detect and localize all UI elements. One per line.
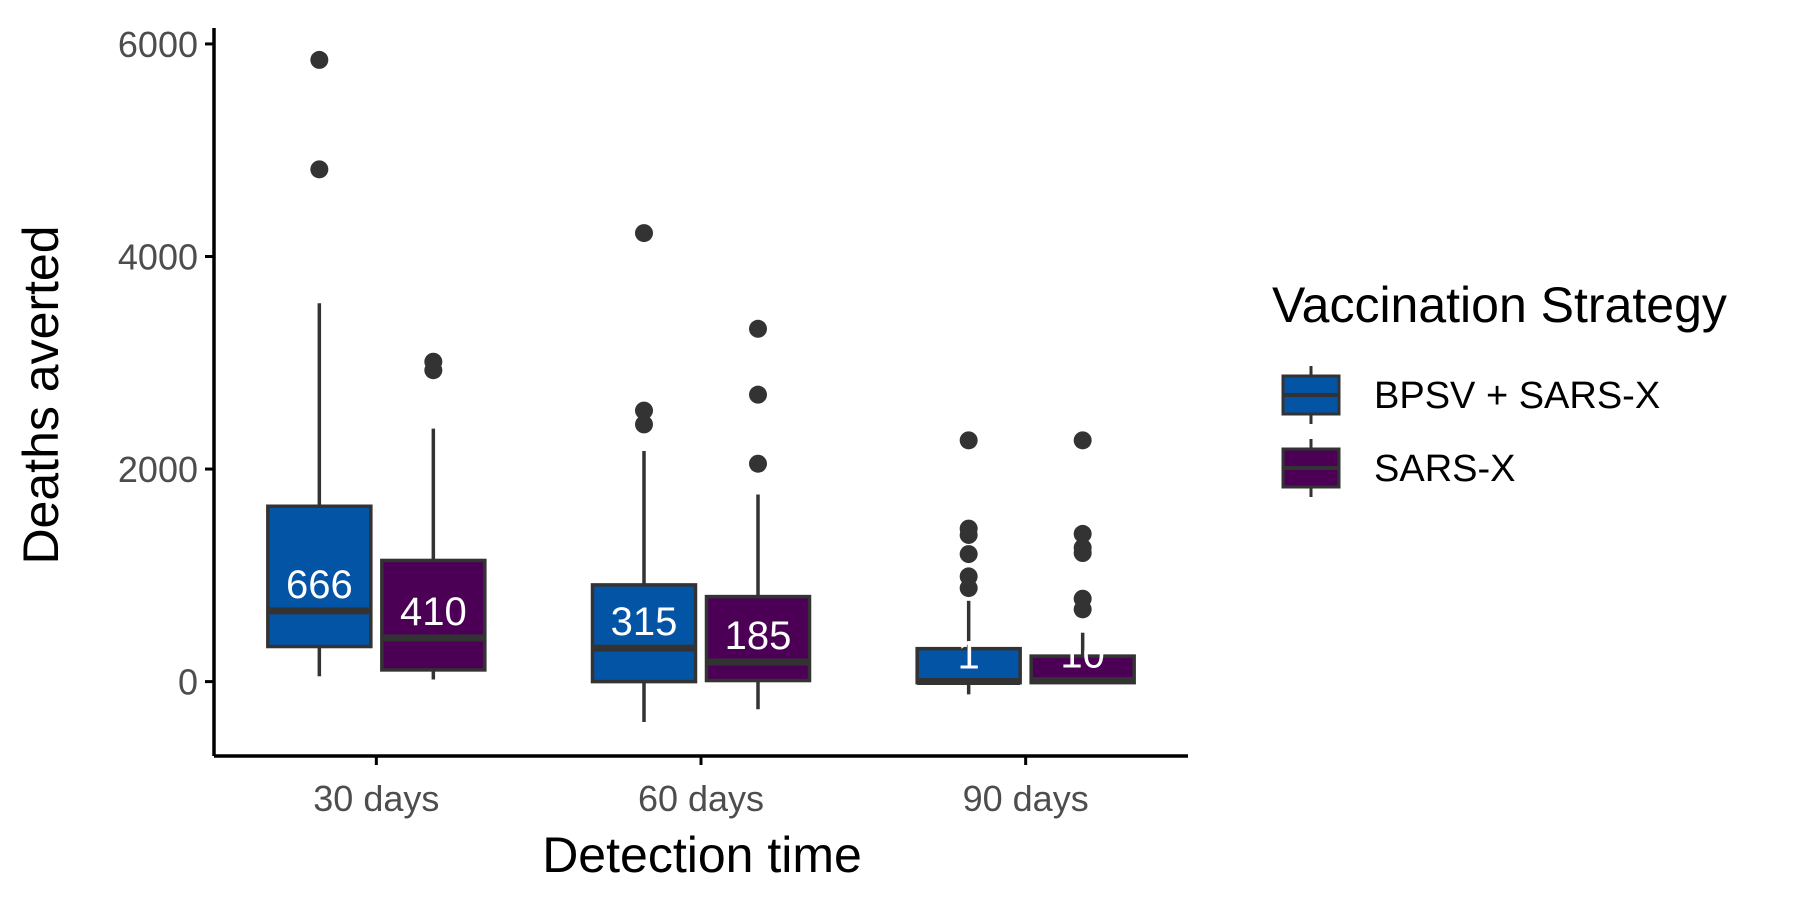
outlier-point: [959, 567, 978, 586]
y-tick-label: 6000: [118, 24, 198, 65]
legend-title: Vaccination Strategy: [1272, 277, 1727, 333]
median-label: 10: [1060, 633, 1105, 677]
box: [704, 594, 812, 683]
outlier-point: [959, 431, 978, 450]
box: [590, 583, 698, 684]
outlier-point: [635, 224, 653, 243]
y-axis-title: Deaths averted: [13, 225, 69, 564]
y-tick-label: 0: [178, 662, 198, 703]
outlier-point: [635, 415, 653, 434]
outlier-point: [959, 519, 978, 538]
outlier-point: [1073, 431, 1092, 450]
median-label: 1: [958, 633, 980, 677]
x-tick-label: 30 days: [313, 778, 439, 819]
median-label: 185: [725, 614, 792, 658]
y-tick-label: 4000: [118, 236, 198, 277]
axis-layer: 0 2000 4000 6000 30 days 60 days 90 days: [118, 24, 1188, 819]
outlier-point: [1073, 589, 1092, 608]
outlier-point: [1073, 538, 1092, 557]
plot-layer: 666 315 1 410 185 10: [266, 50, 1136, 722]
outlier-point: [749, 454, 767, 473]
legend: Vaccination Strategy BPSV + SARS-X SARS-X: [1272, 277, 1727, 497]
legend-items: BPSV + SARS-X SARS-X: [1281, 366, 1660, 497]
box: [915, 646, 1022, 685]
legend-label: BPSV + SARS-X: [1374, 375, 1660, 417]
series-sars-x: 410 185 10: [380, 319, 1136, 710]
x-axis-title: Detection time: [542, 827, 862, 883]
outlier-point: [310, 160, 329, 179]
legend-item: SARS-X: [1281, 439, 1515, 497]
outlier-point: [1073, 524, 1092, 543]
legend-item: BPSV + SARS-X: [1281, 366, 1660, 424]
box: [380, 558, 487, 672]
legend-label: SARS-X: [1374, 448, 1515, 490]
series-bpsv-sars-x: 666 315 1: [266, 50, 1022, 722]
median-label: 315: [611, 600, 678, 644]
median-label: 410: [400, 590, 467, 634]
y-tick-label: 2000: [118, 449, 198, 490]
outlier-point: [635, 401, 653, 420]
x-tick-label: 60 days: [638, 778, 764, 819]
outlier-point: [424, 352, 443, 371]
box: [266, 504, 373, 649]
outlier-point: [310, 50, 329, 69]
outlier-point: [959, 545, 978, 564]
outlier-point: [749, 385, 767, 404]
median-label: 666: [286, 563, 353, 607]
outlier-point: [749, 319, 767, 338]
x-tick-label: 90 days: [963, 778, 1089, 819]
